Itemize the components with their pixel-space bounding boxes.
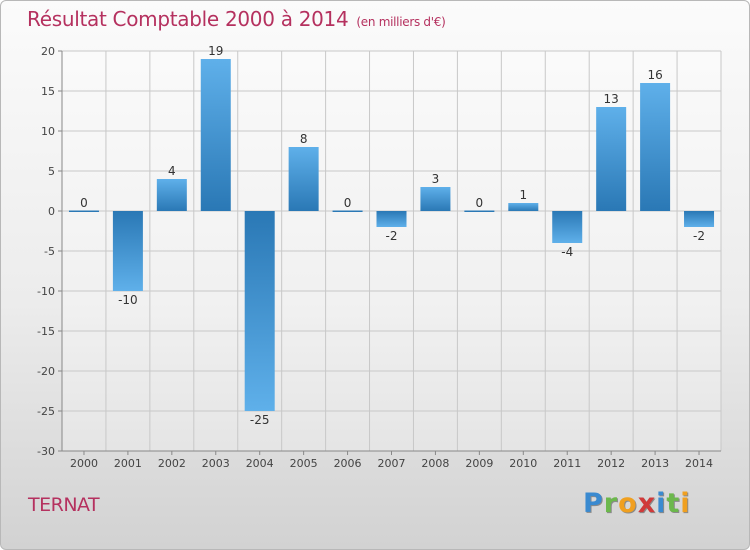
y-tick-label: 0: [48, 205, 55, 218]
data-label: 16: [647, 68, 662, 82]
bar: [420, 187, 451, 211]
y-tick-label: 15: [41, 85, 55, 98]
x-tick-label: 2002: [158, 457, 186, 470]
bar: [288, 147, 319, 211]
brand-letter: r: [603, 488, 619, 519]
data-label: 0: [80, 196, 88, 210]
x-tick-label: 2006: [334, 457, 362, 470]
data-label: -2: [693, 229, 705, 243]
x-tick-label: 2010: [509, 457, 537, 470]
data-label: 0: [344, 196, 352, 210]
bar: [332, 210, 363, 212]
x-tick-label: 2011: [553, 457, 581, 470]
x-tick-label: 2001: [114, 457, 142, 470]
data-label: 13: [604, 92, 619, 106]
bar: [244, 211, 275, 411]
y-tick-label: -30: [37, 445, 55, 458]
x-tick-label: 2012: [597, 457, 625, 470]
bar: [596, 107, 627, 211]
data-label: 8: [300, 132, 308, 146]
x-tick-label: 2005: [290, 457, 318, 470]
x-tick-label: 2008: [421, 457, 449, 470]
x-tick-label: 2013: [641, 457, 669, 470]
brand-letter: t: [666, 488, 681, 519]
town-name: TERNAT: [28, 494, 100, 516]
chart-title: Résultat Comptable 2000 à 2014: [27, 7, 349, 31]
data-label: -4: [561, 245, 573, 259]
bar: [112, 211, 143, 291]
bar: [552, 211, 583, 243]
data-label: 0: [476, 196, 484, 210]
y-tick-label: 20: [41, 45, 55, 58]
x-tick-label: 2009: [465, 457, 493, 470]
x-tick-label: 2000: [70, 457, 98, 470]
data-labels: 0 -10 4 19 -25 8 0 -2 3 0 1 -4 13 16 -2: [80, 44, 705, 427]
x-tick-label: 2014: [685, 457, 713, 470]
bar: [640, 83, 671, 211]
bar: [156, 179, 187, 211]
data-label: -10: [118, 293, 138, 307]
data-label: -2: [386, 229, 398, 243]
brand-letter: i: [680, 488, 691, 519]
y-tick-label: -15: [37, 325, 55, 338]
chart-subtitle: (en milliers d'€): [356, 15, 446, 29]
bar: [684, 211, 715, 227]
x-tick-label: 2004: [246, 457, 274, 470]
y-tick-label: 5: [48, 165, 55, 178]
brand-letter: x: [637, 488, 657, 519]
x-tick-label: 2007: [378, 457, 406, 470]
y-tick-label: 10: [41, 125, 55, 138]
data-label: -25: [250, 413, 270, 427]
chart-title-block: Résultat Comptable 2000 à 2014 (en millie…: [27, 7, 446, 31]
brand-letter: o: [618, 488, 638, 519]
brand-letter: P: [583, 488, 604, 519]
bars: [68, 59, 715, 411]
y-tick-label: -10: [37, 285, 55, 298]
data-label: 4: [168, 164, 176, 178]
bar: [508, 203, 539, 211]
bar: [200, 59, 231, 211]
bar: [464, 210, 495, 212]
brand-letter: i: [656, 488, 667, 519]
data-label: 1: [519, 188, 527, 202]
proxiti-logo: Proxiti: [583, 488, 691, 519]
bar: [68, 210, 99, 212]
data-label: 3: [432, 172, 440, 186]
data-label: 19: [208, 44, 223, 58]
y-tick-label: -25: [37, 405, 55, 418]
y-tick-label: -20: [37, 365, 55, 378]
bar: [376, 211, 407, 227]
y-tick-label: -5: [44, 245, 55, 258]
x-tick-label: 2003: [202, 457, 230, 470]
